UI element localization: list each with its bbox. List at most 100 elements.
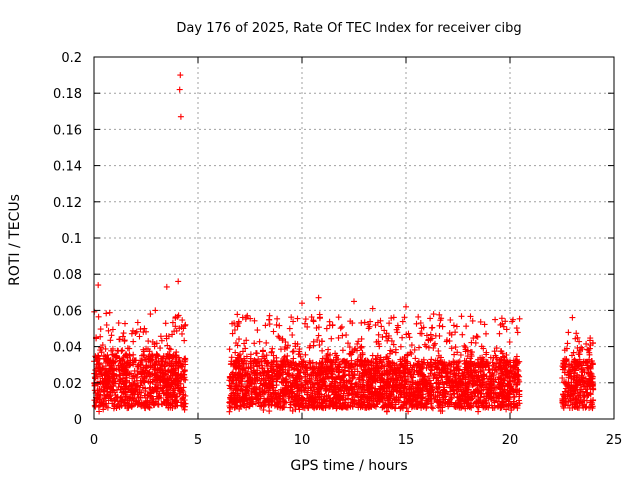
data-point	[428, 380, 435, 387]
data-point	[130, 391, 136, 398]
data-point	[234, 386, 241, 393]
x-tick-label: 15	[398, 433, 415, 448]
data-point	[389, 375, 396, 381]
y-tick-label: 0.2	[61, 51, 82, 66]
data-point	[465, 386, 472, 393]
data-point	[279, 390, 286, 397]
data-point	[567, 392, 574, 399]
data-point	[406, 368, 413, 375]
data-point	[479, 400, 486, 407]
data-point	[172, 323, 179, 330]
data-point	[181, 371, 188, 378]
data-point	[294, 385, 301, 392]
data-point	[157, 333, 164, 340]
data-point	[373, 356, 380, 363]
data-point	[359, 370, 366, 377]
data-point	[451, 376, 458, 383]
data-point	[335, 356, 341, 363]
data-point	[124, 345, 131, 352]
y-tick-label: 0.08	[53, 268, 82, 283]
data-point	[155, 401, 162, 408]
data-point	[423, 343, 430, 350]
data-point	[588, 358, 595, 364]
data-point	[169, 331, 176, 338]
data-point	[254, 370, 261, 377]
data-point	[499, 402, 506, 409]
data-point	[584, 346, 591, 353]
data-point	[229, 330, 236, 337]
data-point	[182, 376, 189, 383]
data-point	[383, 408, 390, 415]
data-point	[240, 387, 246, 394]
data-point	[284, 352, 291, 359]
data-point	[498, 370, 505, 377]
data-point	[590, 385, 597, 392]
data-point	[362, 357, 369, 364]
data-point	[339, 347, 346, 354]
data-point	[587, 404, 594, 411]
data-point	[154, 352, 161, 359]
data-point	[168, 369, 175, 376]
data-point	[474, 403, 481, 410]
data-point	[401, 399, 408, 406]
data-point	[380, 356, 387, 363]
data-point	[158, 355, 165, 362]
data-point	[401, 354, 408, 361]
data-point	[309, 380, 316, 387]
data-point	[263, 339, 270, 346]
data-point	[586, 376, 593, 383]
data-point	[446, 338, 453, 344]
data-point	[162, 320, 169, 327]
data-point	[401, 370, 408, 377]
data-point	[180, 394, 186, 401]
data-point	[393, 396, 400, 403]
data-point	[92, 353, 99, 360]
data-point	[162, 370, 169, 377]
data-point	[140, 346, 147, 353]
data-point	[163, 353, 170, 360]
data-point	[310, 342, 317, 349]
data-point	[267, 391, 274, 398]
data-point	[291, 401, 298, 408]
data-point	[337, 381, 344, 387]
data-point	[378, 371, 385, 378]
data-point	[179, 317, 186, 324]
data-point	[316, 342, 323, 348]
data-point	[469, 395, 476, 402]
data-point	[284, 388, 291, 395]
data-point	[332, 359, 339, 366]
data-point	[168, 393, 175, 399]
data-point	[477, 362, 483, 369]
data-point	[253, 350, 260, 357]
data-point	[469, 317, 476, 324]
data-point	[97, 333, 104, 340]
data-point	[103, 384, 110, 391]
data-point	[514, 380, 521, 387]
data-point	[240, 365, 247, 372]
data-point	[510, 394, 517, 401]
data-point	[269, 345, 276, 352]
data-point	[488, 396, 495, 403]
data-point	[501, 366, 508, 373]
data-point	[175, 365, 182, 371]
data-point	[327, 395, 334, 402]
data-point	[578, 344, 585, 351]
data-point	[357, 344, 364, 351]
data-point	[235, 318, 242, 325]
data-point	[129, 327, 136, 334]
data-point	[329, 389, 336, 396]
data-point	[432, 340, 438, 347]
data-point	[493, 345, 500, 352]
data-point	[173, 354, 180, 361]
data-point	[492, 316, 499, 323]
data-point	[587, 375, 594, 382]
data-point	[289, 359, 295, 366]
data-point	[587, 391, 594, 398]
data-point	[587, 342, 594, 349]
data-point	[587, 335, 594, 342]
data-point	[280, 369, 287, 375]
data-point	[173, 349, 180, 356]
data-point	[464, 367, 471, 374]
data-point	[379, 334, 386, 341]
data-point	[393, 326, 400, 333]
